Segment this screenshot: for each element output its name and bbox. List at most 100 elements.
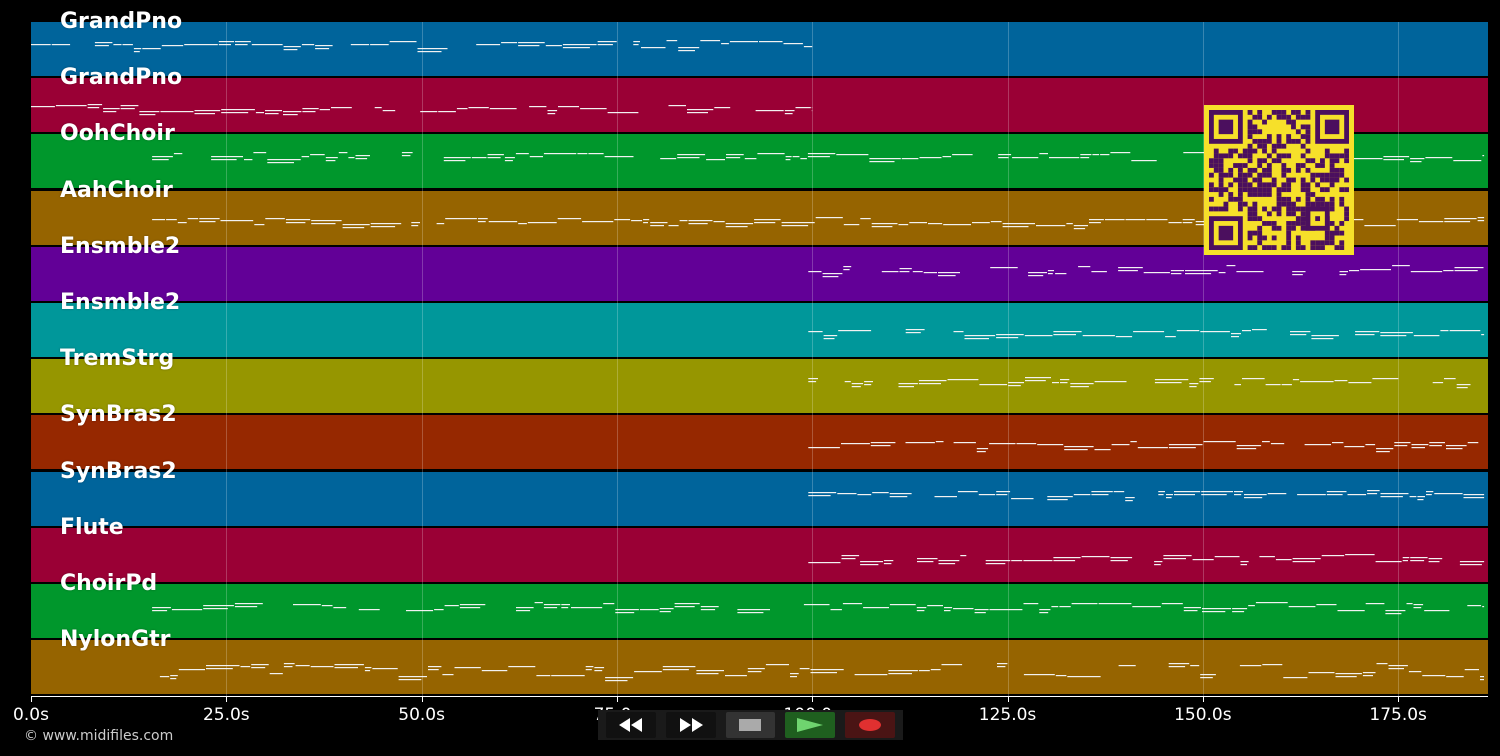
note (321, 605, 333, 607)
note (1429, 442, 1445, 444)
note (1025, 377, 1051, 379)
note (605, 680, 628, 682)
note (1417, 495, 1425, 497)
note (843, 223, 860, 225)
note (358, 609, 380, 611)
note (996, 493, 1008, 495)
note (401, 155, 411, 157)
note (283, 663, 295, 665)
note (1201, 490, 1233, 492)
note (842, 603, 863, 605)
note (1053, 331, 1082, 333)
note (580, 108, 607, 110)
note (912, 270, 923, 272)
track-lane[interactable] (31, 303, 1488, 357)
note (177, 221, 187, 223)
note (1185, 272, 1212, 274)
note (888, 670, 918, 672)
note (152, 218, 166, 220)
track-lane[interactable] (31, 640, 1488, 695)
tick-label: 0.0s (13, 705, 49, 725)
fast-forward-icon (679, 718, 703, 732)
note (1089, 221, 1101, 223)
qr-code-image (1209, 110, 1349, 250)
note (1480, 679, 1484, 681)
note (1231, 336, 1239, 338)
note (1053, 559, 1076, 561)
note (938, 271, 960, 273)
note (755, 110, 784, 112)
note (370, 225, 396, 227)
note (442, 674, 454, 676)
note (1202, 608, 1232, 610)
note (1236, 445, 1262, 447)
note (918, 383, 941, 385)
note (1182, 221, 1193, 223)
track-lane[interactable] (31, 527, 1488, 582)
note (898, 386, 914, 388)
note (1410, 556, 1428, 558)
note (674, 606, 695, 608)
note (930, 669, 941, 671)
record-button[interactable] (845, 712, 895, 738)
note (1394, 445, 1408, 447)
note (1292, 379, 1300, 381)
note (1154, 382, 1182, 384)
note (283, 666, 293, 668)
note (631, 219, 643, 221)
track-lane[interactable] (31, 22, 1488, 76)
note (87, 107, 100, 109)
note (334, 667, 358, 669)
note (869, 158, 901, 160)
piano-roll[interactable] (31, 22, 1488, 696)
note (1262, 664, 1283, 666)
track-lane[interactable] (31, 359, 1488, 414)
note (989, 609, 1023, 611)
note (133, 48, 142, 50)
note (744, 158, 757, 160)
note (1143, 271, 1170, 273)
note (1070, 383, 1094, 385)
note (843, 265, 852, 267)
note (1091, 270, 1107, 272)
qr-code[interactable] (1204, 105, 1354, 255)
note (899, 270, 910, 272)
note (1259, 555, 1275, 557)
note (808, 378, 818, 380)
note (1417, 498, 1424, 500)
note (562, 44, 597, 46)
note (389, 41, 417, 43)
note (678, 47, 700, 49)
stop-button[interactable] (725, 712, 776, 738)
note (851, 383, 864, 385)
note (1339, 270, 1348, 272)
note (1008, 385, 1021, 387)
fast-forward-button[interactable] (665, 712, 716, 738)
note (1242, 378, 1265, 380)
note (1308, 672, 1335, 674)
note (529, 106, 547, 108)
note (171, 609, 203, 611)
note (1176, 330, 1200, 332)
note (1300, 381, 1334, 383)
track-lane[interactable] (31, 415, 1488, 470)
note (364, 670, 371, 672)
track-lane[interactable] (31, 246, 1488, 301)
rewind-button[interactable] (606, 712, 656, 738)
note (1100, 154, 1110, 156)
note (170, 675, 178, 677)
note (1424, 610, 1450, 612)
note (700, 606, 719, 608)
track-lane[interactable] (31, 471, 1488, 526)
note (870, 442, 896, 444)
note (1355, 331, 1380, 333)
play-button[interactable] (785, 712, 836, 738)
track-lane[interactable] (31, 584, 1488, 638)
note (837, 492, 857, 494)
note (51, 44, 71, 46)
note (1094, 381, 1127, 383)
note (1115, 336, 1133, 338)
note (1024, 335, 1053, 337)
note (1344, 446, 1365, 448)
note (1477, 219, 1485, 221)
